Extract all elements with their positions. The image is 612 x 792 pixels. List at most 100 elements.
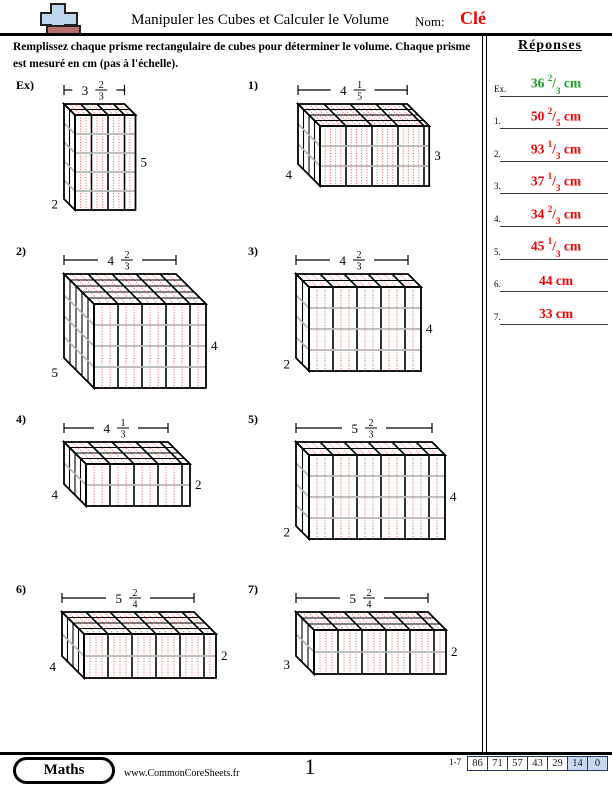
answer-number: 6.: [494, 279, 501, 290]
problem-cell-p3: 3) 4 2 3 4 2: [246, 242, 482, 408]
problem-label: Ex): [16, 78, 34, 92]
answer-value: 44 cm: [538, 273, 574, 289]
answer-value: 34 2/3 cm: [530, 203, 582, 226]
score-cell: 57: [508, 756, 528, 771]
answer-row: 5. 45 1/3 cm: [494, 227, 608, 260]
answer-number: 1.: [494, 116, 501, 127]
answers-panel: Réponses Ex. 36 2/3 cm 1. 50 2/5 cm 2. 93 1/3…: [490, 38, 610, 325]
answer-row: 2. 93 1/3 cm: [494, 129, 608, 162]
score-cell: 71: [488, 756, 508, 771]
svg-text:3: 3: [82, 83, 89, 98]
svg-text:4: 4: [52, 487, 59, 502]
answer-line[interactable]: [500, 258, 608, 260]
svg-text:5: 5: [141, 155, 148, 170]
svg-text:2: 2: [369, 418, 374, 429]
svg-text:2: 2: [357, 250, 362, 261]
answer-number: 4.: [494, 213, 501, 224]
problem-label: 7): [248, 582, 258, 596]
name-label: Nom:: [415, 14, 445, 29]
svg-text:2: 2: [133, 588, 138, 599]
svg-text:4: 4: [340, 83, 347, 98]
problem-label: 1): [248, 78, 258, 92]
score-cell: 14: [568, 756, 588, 771]
answer-number: 7.: [494, 311, 501, 322]
answer-number: 2.: [494, 148, 501, 159]
footer-rule: [0, 752, 612, 755]
problem-cell-p7: 7) 5 2 4 2 3: [246, 580, 482, 746]
svg-text:4: 4: [50, 659, 57, 674]
answer-row: 3. 37 1/3 cm: [494, 162, 608, 195]
svg-text:1: 1: [121, 418, 126, 429]
svg-text:2: 2: [284, 357, 291, 372]
svg-text:5: 5: [357, 92, 362, 103]
answer-number: Ex.: [494, 83, 507, 94]
problem-cell-p1: 1) 4 1 5 3 4: [246, 76, 482, 242]
score-cells: 86 71 57 43 29 14 0: [467, 753, 608, 771]
problem-cell-p2: 2) 4 2 3 4 5: [14, 242, 250, 408]
svg-text:3: 3: [357, 262, 362, 273]
problem-label: 4): [16, 412, 26, 426]
answer-line[interactable]: [500, 291, 608, 293]
svg-text:2: 2: [125, 250, 130, 261]
answer-key-badge: Clé: [460, 8, 486, 28]
svg-text:4: 4: [450, 489, 457, 504]
page-title: Manipuler les Cubes et Calculer le Volum…: [131, 12, 389, 28]
svg-text:2: 2: [99, 80, 104, 91]
svg-text:2: 2: [195, 477, 202, 492]
score-cell: 43: [528, 756, 548, 771]
plus-minus-logo-icon: [40, 3, 81, 35]
answer-row: Ex. 36 2/3 cm: [494, 64, 608, 97]
answer-row: 4. 34 2/3 cm: [494, 194, 608, 227]
problem-label: 6): [16, 582, 26, 596]
score-cell: 86: [467, 756, 488, 771]
answer-line[interactable]: [500, 95, 608, 97]
score-range-label: 1-7: [449, 757, 461, 767]
answer-line[interactable]: [500, 128, 608, 130]
problem-label: 3): [248, 244, 258, 258]
answer-number: 5.: [494, 246, 501, 257]
problem-cell-ex: Ex) 3 2 3 5 2: [14, 76, 250, 242]
problem-label: 2): [16, 244, 26, 258]
problem-cell-p4: 4) 4 1 3 2 4: [14, 410, 250, 576]
maths-brand-badge: Maths: [13, 757, 115, 784]
svg-text:3: 3: [369, 430, 374, 441]
svg-text:4: 4: [367, 600, 372, 611]
answer-number: 3.: [494, 181, 501, 192]
answers-list: Ex. 36 2/3 cm 1. 50 2/5 cm 2. 93 1/3 cm 3. 37 1…: [490, 64, 610, 325]
svg-text:3: 3: [99, 92, 104, 103]
answer-line[interactable]: [500, 225, 608, 227]
answer-value: 37 1/3 cm: [530, 171, 582, 194]
answer-line[interactable]: [500, 193, 608, 195]
page-number: 1: [304, 754, 316, 779]
answer-line[interactable]: [500, 323, 608, 325]
answer-value: 33 cm: [538, 305, 574, 321]
answer-value: 45 1/3 cm: [530, 236, 582, 259]
answers-separator-line: [482, 36, 487, 752]
answer-row: 1. 50 2/5 cm: [494, 97, 608, 130]
svg-text:3: 3: [125, 262, 130, 273]
svg-text:4: 4: [286, 167, 293, 182]
svg-text:5: 5: [116, 591, 123, 606]
svg-text:5: 5: [352, 421, 359, 436]
site-url[interactable]: www.CommonCoreSheets.fr: [124, 768, 240, 779]
svg-text:2: 2: [367, 588, 372, 599]
svg-text:3: 3: [434, 148, 441, 163]
answer-line[interactable]: [500, 160, 608, 162]
svg-text:4: 4: [211, 338, 218, 353]
svg-text:2: 2: [284, 525, 291, 540]
answers-title: Réponses: [517, 38, 582, 53]
